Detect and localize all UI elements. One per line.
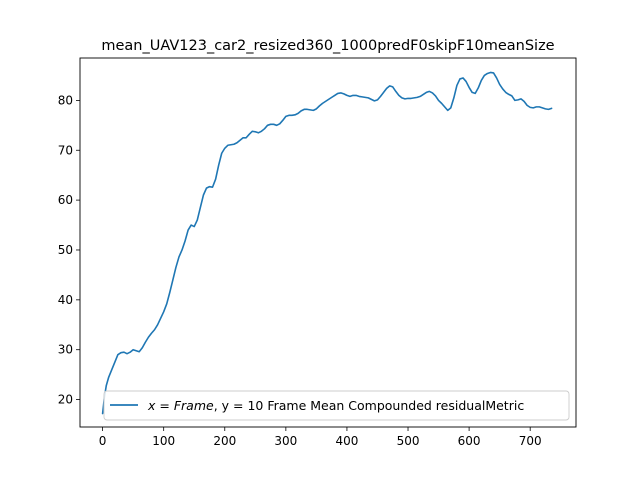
legend-equals: = (155, 398, 173, 413)
x-tick-label: 300 (274, 434, 297, 448)
y-axis: 20 30 40 50 60 70 80 (58, 93, 80, 407)
legend-math-frame: Frame (174, 398, 214, 413)
chart-title: mean_UAV123_car2_resized360_1000predF0sk… (101, 38, 554, 54)
y-tick-label: 80 (58, 93, 73, 107)
y-tick-label: 70 (58, 143, 73, 157)
y-tick-label: 20 (58, 393, 73, 407)
x-tick-label: 200 (213, 434, 236, 448)
y-tick-label: 60 (58, 193, 73, 207)
y-tick-label: 30 (58, 343, 73, 357)
plot-area (80, 58, 576, 427)
x-tick-label: 700 (519, 434, 542, 448)
series-line (101, 71, 553, 415)
x-tick-label: 500 (397, 434, 420, 448)
legend: x = Frame, y = 10 Frame Mean Compounded … (103, 390, 570, 421)
x-axis: 0 100 200 300 400 500 600 700 (99, 427, 542, 448)
x-tick-label: 100 (152, 434, 175, 448)
y-tick-label: 40 (58, 293, 73, 307)
legend-math-x: x (147, 398, 156, 413)
y-tick-label: 50 (58, 243, 73, 257)
legend-box (103, 390, 570, 421)
plot-frame (79, 57, 577, 428)
x-tick-label: 0 (99, 434, 107, 448)
x-tick-label: 600 (458, 434, 481, 448)
x-tick-label: 400 (335, 434, 358, 448)
series-layer (101, 71, 553, 415)
legend-label: x = Frame, y = 10 Frame Mean Compounded … (147, 398, 524, 413)
legend-label-rest: , y = 10 Frame Mean Compounded residualM… (214, 398, 525, 413)
